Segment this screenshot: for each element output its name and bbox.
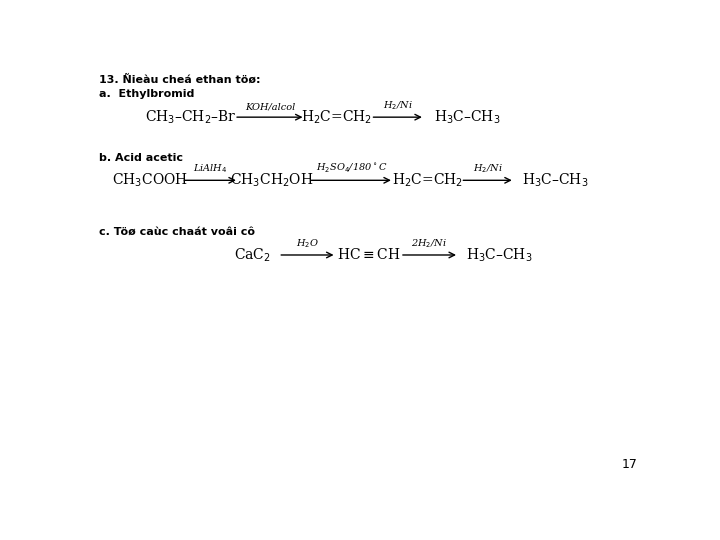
Text: H$_2$O: H$_2$O	[296, 237, 319, 249]
Text: a.  Ethylbromid: a. Ethylbromid	[99, 90, 194, 99]
Text: 2H$_2$/Ni: 2H$_2$/Ni	[411, 237, 447, 249]
Text: c. Töø caùc chaát voâi cô: c. Töø caùc chaát voâi cô	[99, 226, 256, 237]
Text: CH$_3$CH$_2$OH: CH$_3$CH$_2$OH	[230, 172, 314, 189]
Text: b. Acid acetic: b. Acid acetic	[99, 153, 184, 163]
Text: CH$_3$–CH$_2$–Br: CH$_3$–CH$_2$–Br	[145, 109, 237, 126]
Text: H$_3$C–CH$_3$: H$_3$C–CH$_3$	[522, 172, 588, 189]
Text: 13. Ñieàu cheá ethan töø:: 13. Ñieàu cheá ethan töø:	[99, 74, 261, 84]
Text: CaC$_2$: CaC$_2$	[234, 246, 271, 264]
Text: CH$_3$COOH: CH$_3$COOH	[112, 172, 189, 189]
Text: H$_3$C–CH$_3$: H$_3$C–CH$_3$	[434, 109, 500, 126]
Text: H$_3$C–CH$_3$: H$_3$C–CH$_3$	[466, 246, 533, 264]
Text: H$_2$/Ni: H$_2$/Ni	[383, 99, 413, 112]
Text: H$_2$/Ni: H$_2$/Ni	[472, 162, 503, 175]
Text: KOH/alcol: KOH/alcol	[245, 103, 295, 112]
Text: LiAlH$_4$: LiAlH$_4$	[193, 162, 228, 175]
Text: H$_2$C=CH$_2$: H$_2$C=CH$_2$	[392, 172, 463, 189]
Text: H$_2$SO$_4$/180$^\circ$C: H$_2$SO$_4$/180$^\circ$C	[315, 161, 387, 175]
Text: 17: 17	[621, 458, 637, 471]
Text: H$_2$C=CH$_2$: H$_2$C=CH$_2$	[301, 109, 372, 126]
Text: HC$\equiv$CH: HC$\equiv$CH	[337, 247, 401, 262]
